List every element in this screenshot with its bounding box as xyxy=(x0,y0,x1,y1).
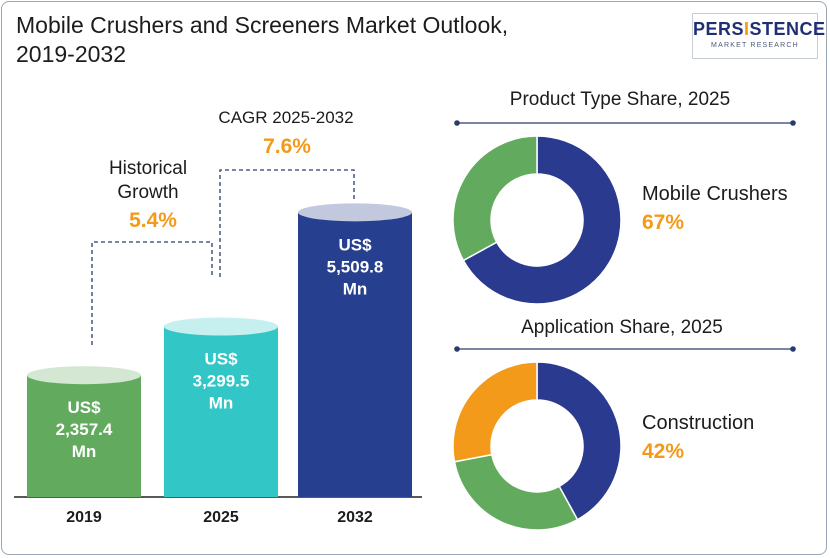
rule-end-dot xyxy=(454,120,460,126)
x-tick-label-2032: 2032 xyxy=(337,509,373,526)
application-donut xyxy=(452,361,622,531)
logo-subtitle: MARKET RESEARCH xyxy=(711,42,799,49)
bar-2019 xyxy=(27,375,141,497)
donut-slice xyxy=(462,135,622,305)
bar-value-label: US$ xyxy=(338,235,372,254)
rule-end-dot xyxy=(454,346,460,352)
bar-value-label: Mn xyxy=(72,442,97,461)
bar-cap-2032 xyxy=(298,203,412,222)
bar-cap-2019 xyxy=(27,366,141,385)
product-type-highlight-value: 67% xyxy=(642,211,684,234)
logo-wordmark: PERSISTENCE xyxy=(693,19,826,39)
application-donut-panel: Application Share, 2025 Construction 42% xyxy=(452,317,796,531)
persistence-logo: PERSISTENCE MARKET RESEARCH xyxy=(692,13,826,59)
donut-slice xyxy=(452,361,538,463)
bar-value-label: 2,357.4 xyxy=(56,420,113,439)
bar-value-label: US$ xyxy=(67,398,101,417)
bar-value-label: US$ xyxy=(204,350,238,369)
donut-slice xyxy=(536,361,622,521)
cagr-value: 7.6% xyxy=(263,135,311,158)
rule-end-dot xyxy=(790,120,796,126)
bar-2025 xyxy=(164,326,278,497)
historical-growth-connector xyxy=(91,241,213,345)
application-title: Application Share, 2025 xyxy=(521,317,723,338)
application-highlight-value: 42% xyxy=(642,440,684,463)
product-type-donut-panel: Product Type Share, 2025 Mobile Crushers… xyxy=(452,89,796,305)
cagr-connector xyxy=(219,169,355,277)
market-size-bar-chart: US$ 2,357.4 Mn 2019 US$ 3,299.5 Mn 2025 US$ 5,509… xyxy=(14,203,422,526)
bar-value-label: 5,509.8 xyxy=(327,257,384,276)
x-tick-label-2019: 2019 xyxy=(66,509,102,526)
donut-slice xyxy=(453,453,579,531)
donut-slice xyxy=(452,135,538,262)
application-highlight-label: Construction xyxy=(642,412,754,434)
growth-annotations: Historical Growth 5.4% CAGR 2025-2032 7.… xyxy=(91,108,355,345)
title-line-1: Mobile Crushers and Screeners Market Out… xyxy=(16,12,509,38)
product-type-donut xyxy=(452,135,622,305)
historical-growth-value: 5.4% xyxy=(129,209,177,232)
bar-value-label: Mn xyxy=(343,279,368,298)
historical-label-line-1: Historical xyxy=(109,158,187,179)
cagr-label: CAGR 2025-2032 xyxy=(218,108,353,127)
product-type-title: Product Type Share, 2025 xyxy=(510,89,730,110)
bar-cap-2025 xyxy=(164,317,278,336)
historical-label-line-2: Growth xyxy=(117,182,178,203)
page-title: Mobile Crushers and Screeners Market Out… xyxy=(16,11,508,69)
title-line-2: 2019-2032 xyxy=(16,41,126,67)
rule-end-dot xyxy=(790,346,796,352)
product-type-highlight-label: Mobile Crushers xyxy=(642,183,788,205)
bar-value-label: 3,299.5 xyxy=(193,372,250,391)
bar-2032 xyxy=(298,212,412,497)
x-tick-label-2025: 2025 xyxy=(203,509,239,526)
bar-value-label: Mn xyxy=(209,394,234,413)
